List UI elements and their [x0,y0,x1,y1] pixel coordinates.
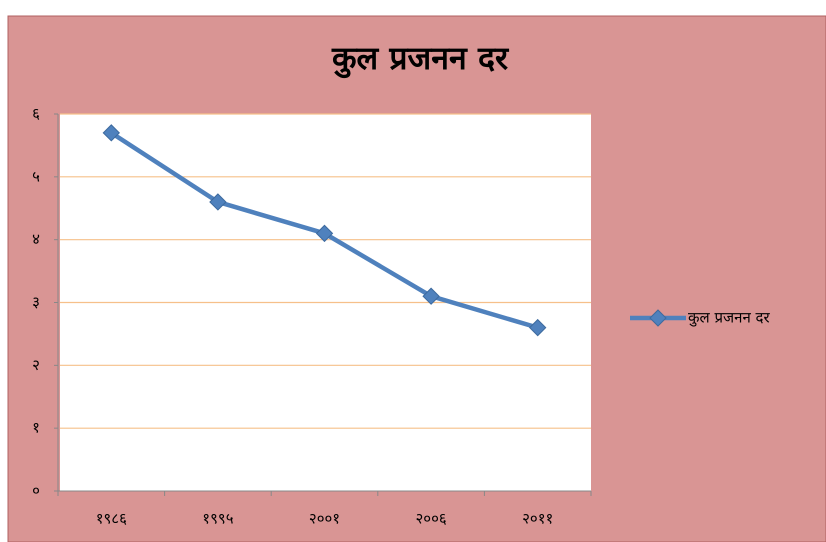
x-tick-label: १९९५ [202,510,233,528]
x-tick-label: २००६ [415,510,446,528]
point-marker [315,224,334,243]
x-tick-label: २००१ [309,510,340,528]
chart-title: कुल प्रजनन दर [331,39,510,79]
y-tick-label: ३ [32,293,40,311]
point-marker [209,193,227,211]
y-tick-label: ५ [32,167,40,185]
legend-label: कुल प्रजनन दर [688,309,771,328]
x-tick-label: २०११ [522,510,553,528]
point-marker [528,318,547,337]
point-marker [102,124,121,142]
y-tick-label: ० [32,482,40,500]
y-tick-label: २ [32,356,40,374]
y-tick-label: ४ [32,230,40,248]
y-tick-label: १ [32,419,40,437]
y-tick-label: ६ [32,105,40,123]
x-tick-label: १९८६ [96,510,127,528]
legend-marker [649,309,667,327]
point-marker [422,287,440,305]
